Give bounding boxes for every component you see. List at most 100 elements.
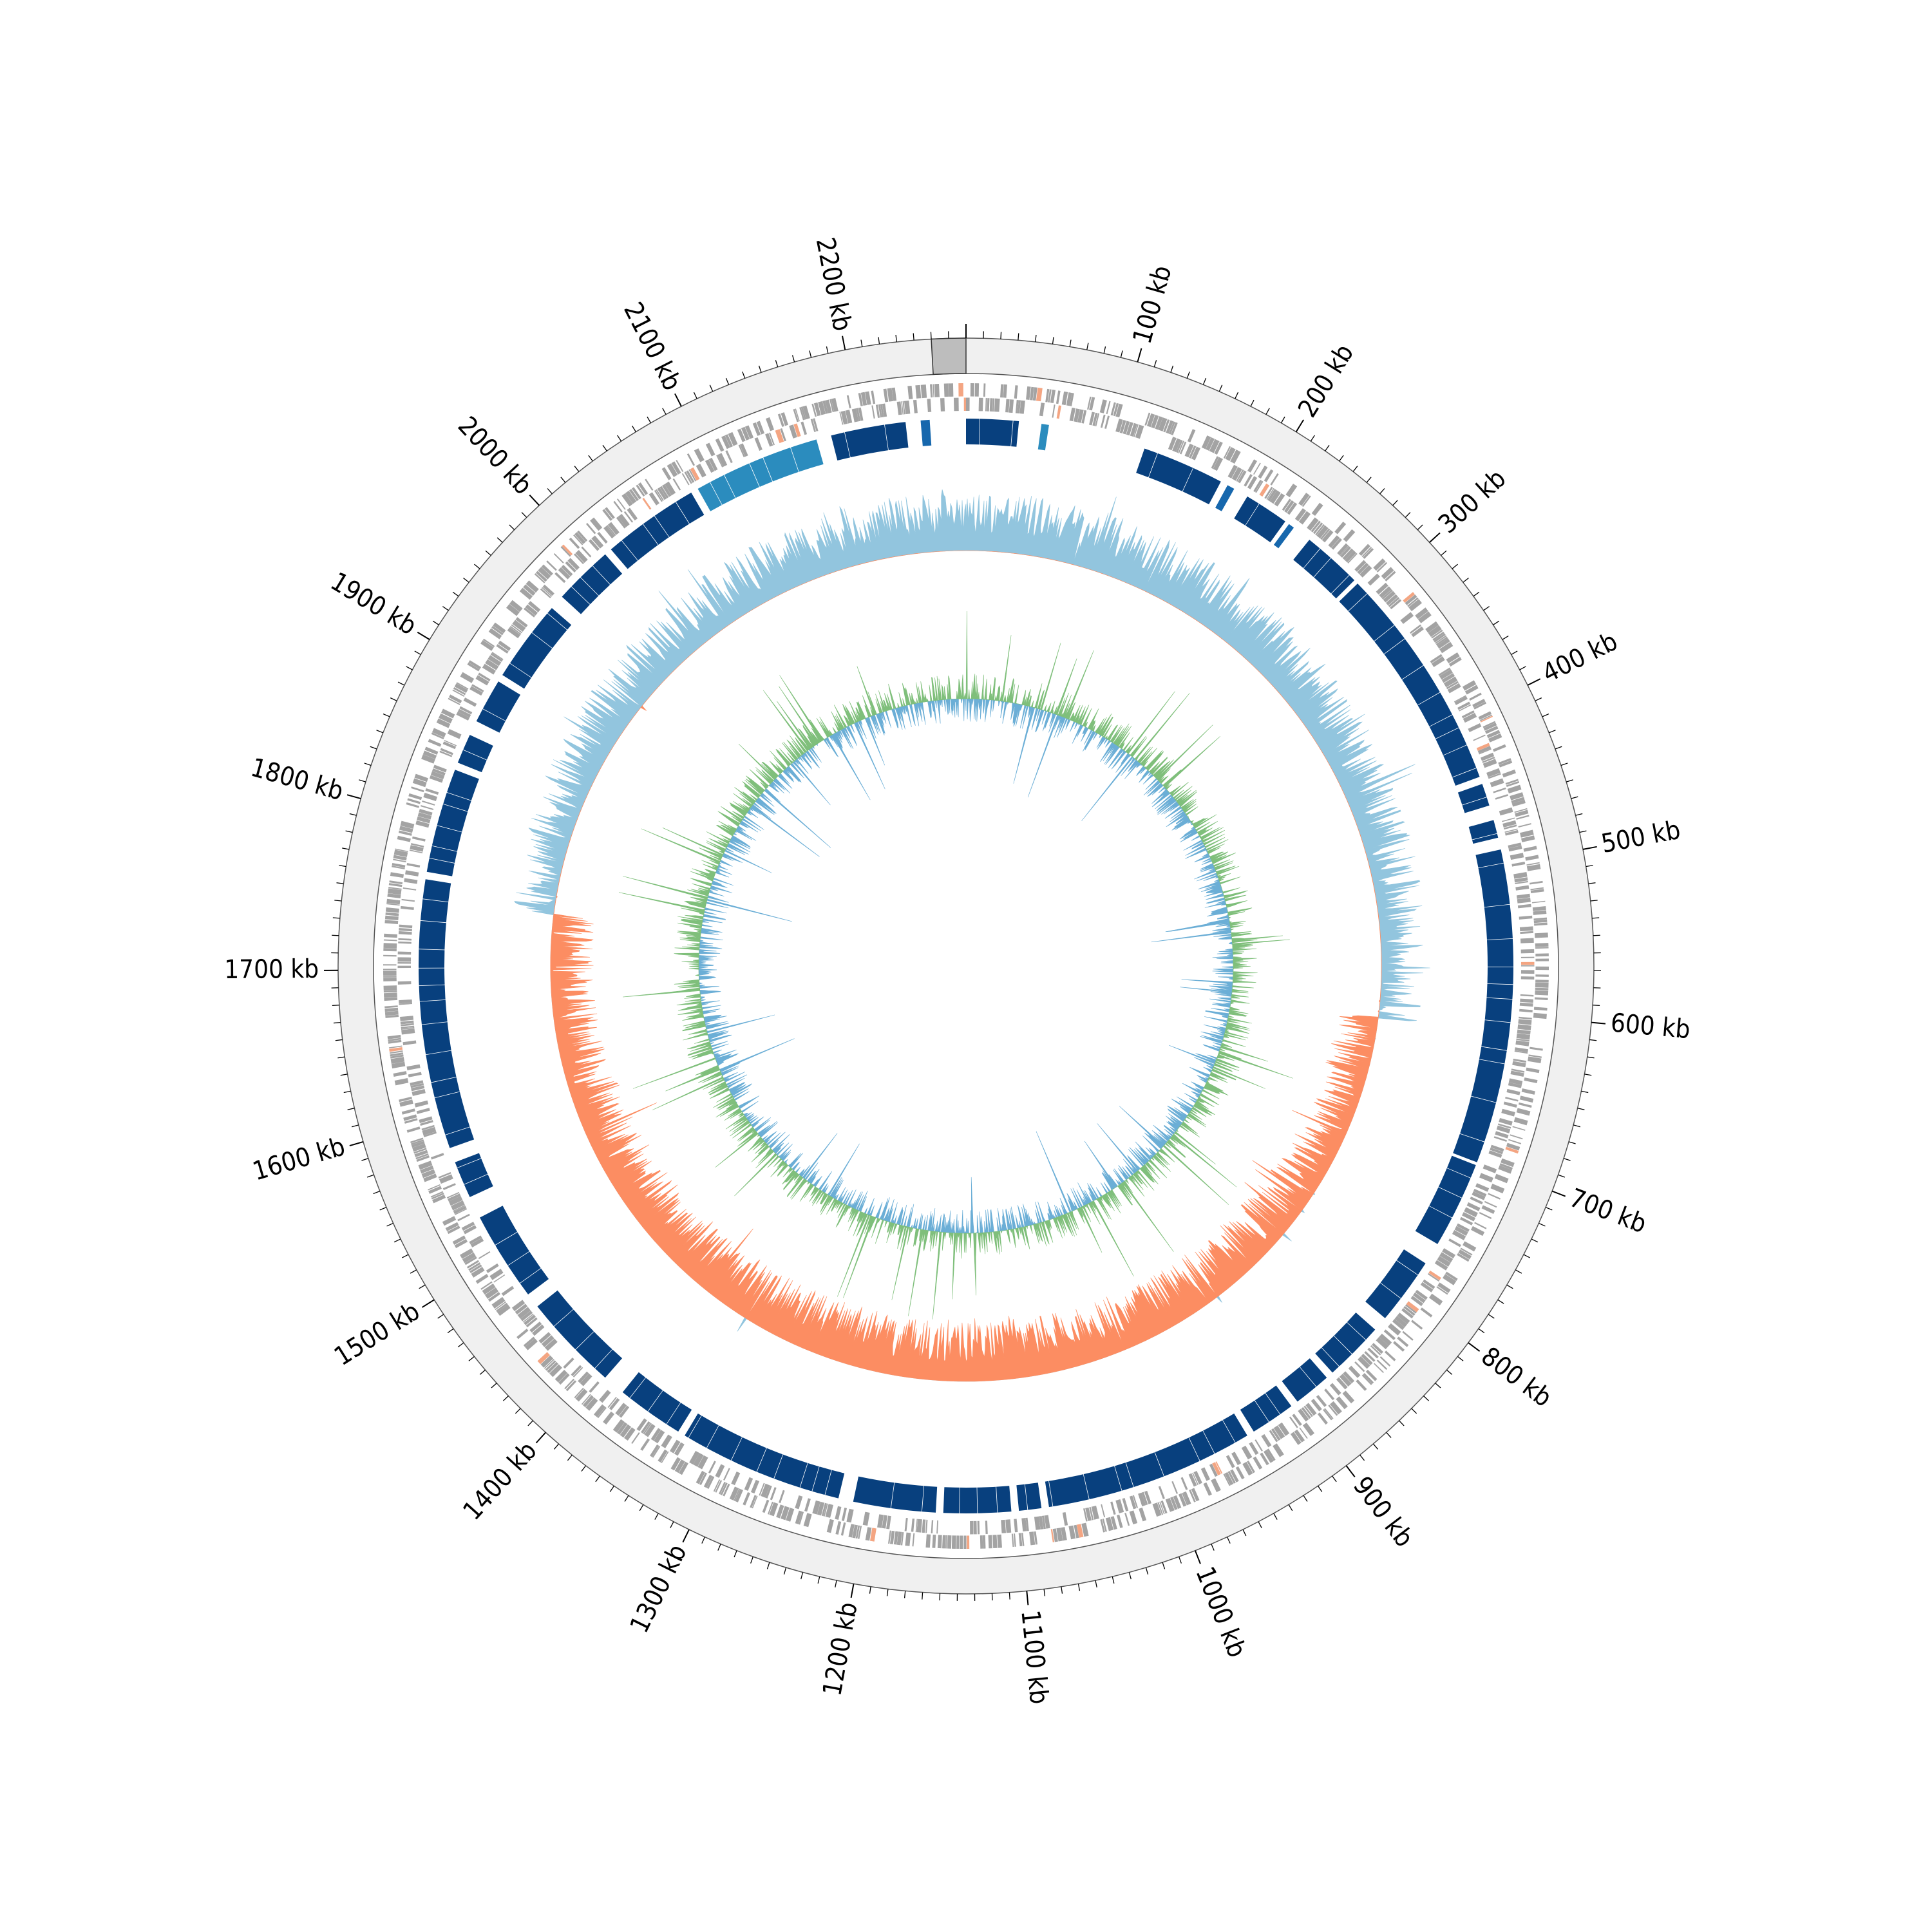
cds-feature bbox=[1173, 1495, 1182, 1510]
cds-feature bbox=[421, 754, 435, 764]
cds-feature bbox=[1247, 459, 1258, 473]
homology-block bbox=[611, 492, 705, 569]
minor-tick bbox=[913, 333, 914, 341]
cds-feature bbox=[767, 1501, 773, 1515]
cds-feature bbox=[448, 1195, 463, 1206]
homology-block bbox=[1037, 424, 1049, 451]
cds-feature bbox=[546, 560, 557, 571]
cds-feature bbox=[781, 1506, 790, 1520]
cds-feature bbox=[1431, 629, 1443, 639]
cds-feature bbox=[399, 927, 412, 932]
cds-feature bbox=[1383, 1329, 1396, 1340]
homology-block-gap bbox=[1396, 1260, 1419, 1276]
cds-feature bbox=[408, 793, 422, 800]
cds-feature bbox=[1089, 412, 1095, 426]
cds-feature bbox=[1535, 947, 1549, 949]
cds-feature bbox=[577, 530, 588, 542]
minor-tick bbox=[775, 360, 779, 368]
cds-feature bbox=[457, 708, 471, 718]
cds-feature bbox=[529, 1321, 542, 1333]
homology-block-gap bbox=[553, 1309, 574, 1327]
cds-feature bbox=[855, 1525, 860, 1539]
cds-feature bbox=[470, 1238, 484, 1247]
cds-feature bbox=[1345, 550, 1357, 563]
cds-feature bbox=[871, 405, 875, 419]
cds-feature bbox=[1432, 631, 1444, 641]
cds-feature bbox=[862, 1511, 870, 1526]
cds-feature bbox=[931, 1520, 934, 1533]
minor-tick bbox=[1542, 713, 1549, 717]
cds-feature bbox=[1235, 1466, 1245, 1480]
cds-feature bbox=[1510, 853, 1524, 860]
cds-feature bbox=[383, 969, 397, 971]
cds-feature bbox=[401, 898, 415, 902]
cds-feature bbox=[1514, 808, 1528, 813]
homology-block bbox=[455, 1153, 493, 1197]
cds-feature bbox=[846, 395, 851, 409]
cds-feature bbox=[818, 401, 826, 415]
cds-feature bbox=[1394, 1316, 1408, 1327]
cds-feature bbox=[615, 1403, 627, 1416]
cds-feature bbox=[671, 461, 681, 475]
minor-tick bbox=[595, 1475, 600, 1482]
cds-feature bbox=[447, 729, 462, 739]
cds-feature bbox=[1519, 1002, 1533, 1007]
cds-feature bbox=[468, 1262, 481, 1271]
cds-feature bbox=[915, 384, 922, 399]
minor-tick bbox=[463, 577, 469, 583]
cds-feature bbox=[1191, 446, 1200, 460]
cds-feature bbox=[1095, 413, 1100, 427]
cds-feature bbox=[1474, 1222, 1487, 1229]
rna-feature bbox=[963, 397, 966, 412]
homology-block-gap bbox=[418, 984, 446, 987]
homology-block bbox=[418, 879, 475, 1148]
cds-feature bbox=[604, 507, 615, 519]
minor-tick bbox=[376, 730, 384, 734]
rna-feature bbox=[690, 467, 700, 481]
cds-feature bbox=[385, 912, 399, 916]
cds-feature bbox=[471, 684, 484, 692]
homology-block-gap bbox=[1442, 744, 1468, 756]
cds-feature bbox=[992, 1535, 998, 1549]
homology-block-gap bbox=[592, 565, 611, 585]
cds-feature bbox=[411, 1085, 425, 1092]
cds-feature bbox=[1038, 1515, 1044, 1530]
cds-feature bbox=[515, 617, 528, 628]
cds-feature bbox=[1535, 933, 1548, 938]
cds-feature bbox=[786, 1508, 795, 1522]
homology-block-gap bbox=[959, 1486, 960, 1514]
cds-feature bbox=[408, 1072, 422, 1077]
cds-feature bbox=[414, 1150, 428, 1157]
cds-feature bbox=[1329, 1383, 1341, 1396]
cds-feature bbox=[1376, 1359, 1388, 1370]
cds-feature bbox=[1462, 1212, 1476, 1222]
cds-feature bbox=[607, 522, 620, 535]
cds-feature bbox=[1442, 1248, 1455, 1259]
cds-feature bbox=[1247, 1460, 1255, 1473]
cds-feature bbox=[553, 553, 564, 564]
cds-feature bbox=[1273, 1443, 1284, 1457]
minor-tick bbox=[332, 934, 339, 936]
cds-feature bbox=[1106, 401, 1111, 415]
cds-feature bbox=[1488, 1193, 1501, 1200]
minor-tick bbox=[1386, 1432, 1392, 1438]
major-tick bbox=[1026, 1591, 1029, 1605]
cds-feature bbox=[397, 961, 412, 964]
cds-feature bbox=[388, 888, 402, 895]
cds-feature bbox=[811, 403, 817, 417]
cds-feature bbox=[723, 1483, 730, 1497]
cds-feature bbox=[880, 404, 884, 417]
cds-feature bbox=[475, 1274, 489, 1284]
scale-tick-label: 1500 kb bbox=[329, 1296, 425, 1372]
cds-feature bbox=[803, 1513, 812, 1528]
cds-feature bbox=[670, 1457, 681, 1471]
cds-feature bbox=[729, 1486, 739, 1501]
cds-feature bbox=[1508, 1139, 1522, 1144]
cds-feature bbox=[983, 383, 986, 397]
homology-block-gap bbox=[547, 612, 568, 630]
major-tick bbox=[1582, 846, 1597, 850]
cds-feature bbox=[1392, 1319, 1405, 1331]
cds-feature bbox=[388, 887, 402, 890]
cds-feature bbox=[1081, 1522, 1089, 1537]
minor-tick bbox=[1145, 1567, 1149, 1575]
